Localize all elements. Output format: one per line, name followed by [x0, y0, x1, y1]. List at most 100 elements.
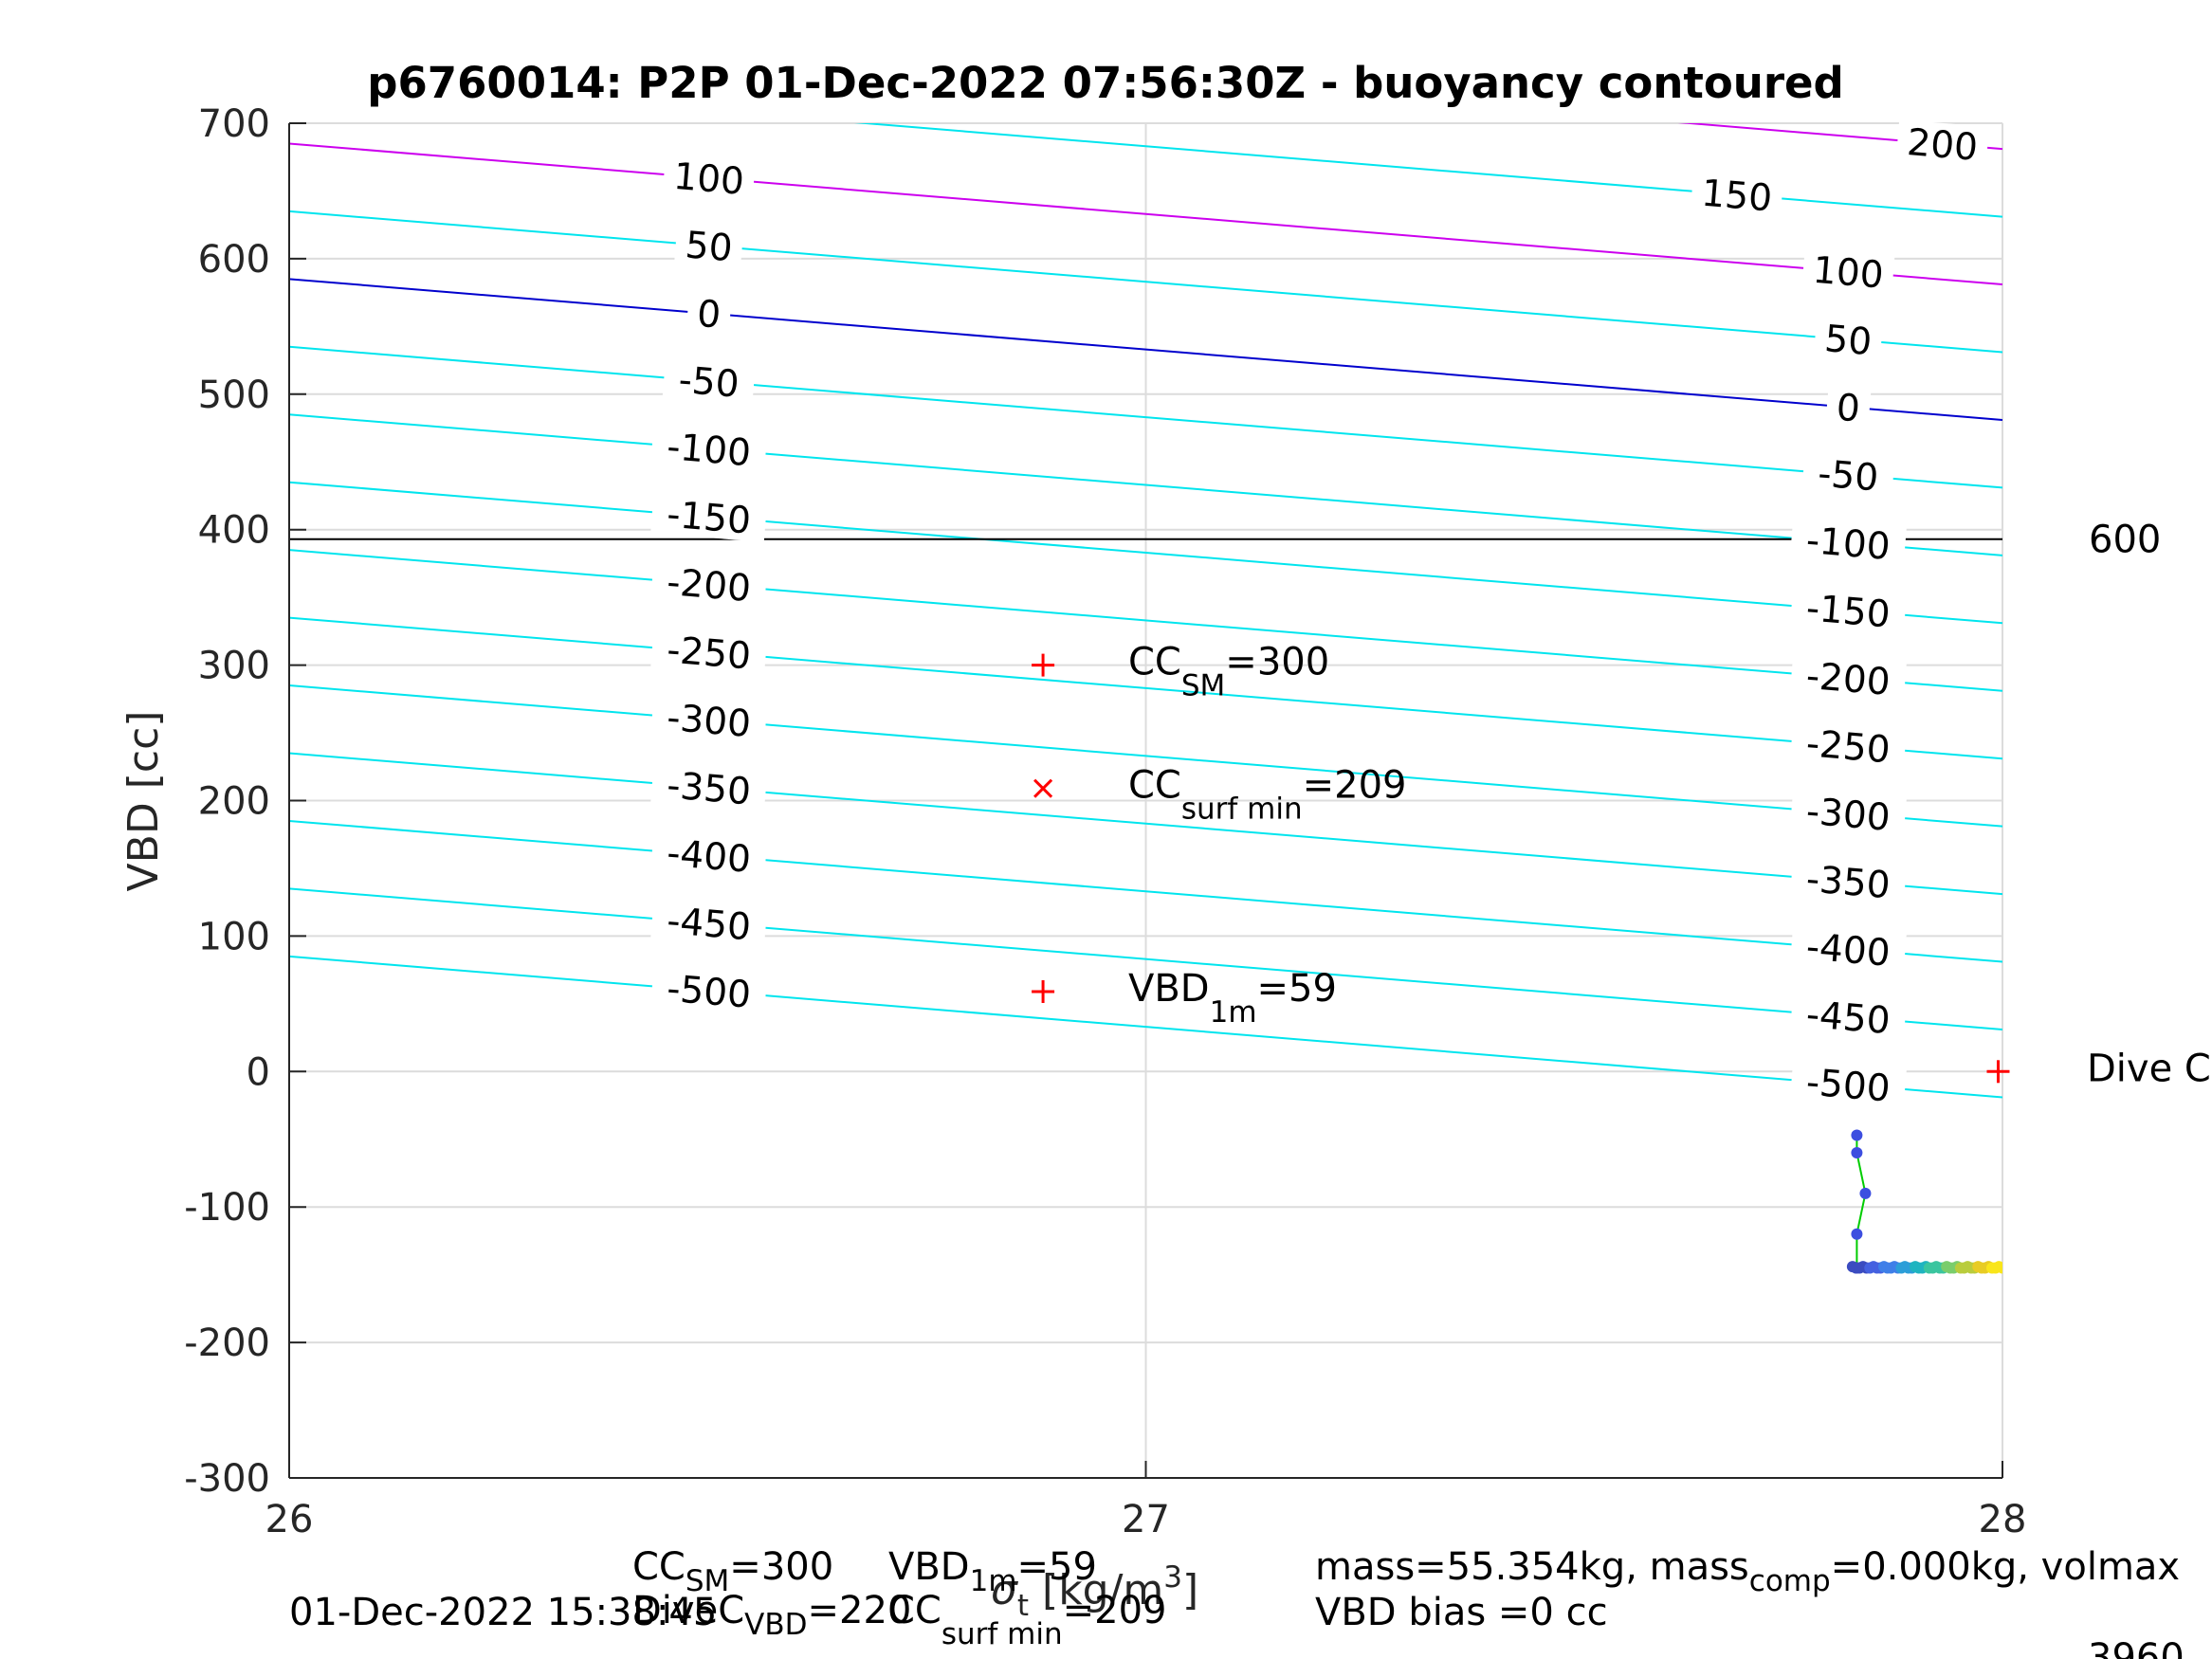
x-axis-label-sup: 3: [1163, 1560, 1182, 1595]
contour-line--200: [289, 549, 2002, 692]
contour-label-left--350: -350: [650, 762, 768, 813]
contour-line-200: [1677, 123, 2002, 151]
contour-label-left--300: -300: [650, 694, 768, 746]
dive-trace: [1846, 1129, 2002, 1274]
contour-label-bg: [662, 356, 756, 407]
contour-label-right-200: 200: [1895, 119, 1989, 170]
x-tick-label-28: 28: [1979, 1498, 2027, 1541]
contour-label-text: 100: [672, 155, 746, 204]
contour-label-bg: [1895, 119, 1989, 169]
marker-dive-c: Dive C: [1986, 1047, 2211, 1090]
contour-line-100: [289, 142, 2002, 286]
contour-label-text: -250: [666, 629, 753, 678]
contour-label-left--50: -50: [662, 356, 756, 407]
contour-label-right--50: -50: [1801, 450, 1895, 501]
contour-label-bg: [650, 830, 768, 882]
contour-label-bg: [650, 762, 768, 813]
contour-label-text: -400: [1804, 926, 1892, 975]
contour-label-right--350: -350: [1789, 855, 1907, 907]
contour-label-right--100: -100: [1789, 517, 1907, 569]
contour-line--350: [289, 752, 2002, 896]
contour-label-left--100: -100: [650, 423, 768, 475]
contour-label-bg: [1789, 991, 1907, 1043]
contour-label-bg: [1825, 384, 1872, 430]
contour-label-right--150: -150: [1789, 585, 1907, 636]
contour-label-bg: [650, 423, 768, 475]
contour-label-right--500: -500: [1789, 1059, 1907, 1111]
contour-labels: 100 50 0 -50 -100 -150 -200 -250 -300 -350 -400 -45…: [650, 119, 1989, 1111]
contour-label-bg: [1690, 170, 1784, 220]
contour-line--100: [289, 413, 2002, 556]
y-tick-label-500: 500: [198, 374, 270, 417]
contour-label-bg: [650, 627, 768, 678]
contour-label-bg: [1789, 652, 1907, 704]
marker-vbd-1m: VBD1m=59: [1032, 967, 1337, 1030]
contour-label-text: -50: [1817, 452, 1880, 500]
trace-point: [1859, 1187, 1872, 1199]
contour-label-text: 200: [1906, 121, 1980, 170]
contour-label-right-0: 0: [1825, 384, 1872, 431]
y-tick-label--100: -100: [184, 1186, 270, 1230]
y-tick-label--300: -300: [184, 1457, 270, 1501]
contour-label-text: -500: [1804, 1062, 1892, 1111]
contour-label-bg: [1789, 720, 1907, 772]
contour-label-text: 50: [684, 224, 734, 270]
contour-line-0: [289, 278, 2002, 421]
trace-point: [1851, 1228, 1863, 1240]
contour-line--400: [289, 819, 2002, 963]
contour-label-left--450: -450: [650, 897, 768, 949]
contour-label-text: -200: [1804, 655, 1892, 704]
contour-label-right--400: -400: [1789, 923, 1907, 975]
marker-label-vbd-1m: VBD1m=59: [1128, 967, 1337, 1030]
contour-label-text: -100: [666, 426, 753, 475]
contour-label-text: -250: [1804, 722, 1892, 772]
footer-corner-number: 3960: [2088, 1636, 2185, 1659]
markers: CCSM=300 CCsurf min=209 VBD1m=59 Dive C: [1032, 641, 2211, 1090]
contour-label-left--200: -200: [650, 558, 768, 611]
contour-label-bg: [1789, 517, 1907, 569]
contour-label-bg: [686, 290, 732, 337]
marker-label-dive-c: Dive C: [2087, 1047, 2211, 1090]
contour-label-bg: [1789, 923, 1907, 975]
contour-label-text: -100: [1804, 520, 1892, 569]
contour-label-right-50: 50: [1813, 316, 1884, 364]
contour-label-text: -300: [1804, 791, 1892, 840]
footer-cc-sm: CCSM=300: [632, 1545, 833, 1598]
contour-label-bg: [662, 154, 756, 203]
footer-vbd-1m: VBD1m=59: [888, 1545, 1097, 1598]
contour-label-bg: [650, 897, 768, 949]
y-tick-label-300: 300: [198, 645, 270, 688]
reference-line-label: 600: [2089, 519, 2161, 562]
contour-label-left-100: 100: [662, 154, 756, 204]
footer-timestamp: 01-Dec-2022 15:38:45: [289, 1591, 717, 1634]
contour-label-right--450: -450: [1789, 991, 1907, 1043]
contour-line--300: [289, 684, 2002, 828]
contour-line--150: [289, 481, 2002, 625]
marker-symbol-d2: [1033, 778, 1053, 798]
contour-label-text: -350: [1804, 858, 1892, 907]
marker-label-cc-sm: CCSM=300: [1128, 641, 1329, 703]
contour-label-bg: [1789, 1059, 1907, 1110]
contour-label-left--150: -150: [650, 491, 768, 543]
contour-label-bg: [650, 965, 768, 1017]
contour-label-bg: [1801, 450, 1895, 500]
y-tick-label-700: 700: [198, 102, 270, 146]
x-tick-label-26: 26: [265, 1498, 314, 1541]
contour-label-right-150: 150: [1690, 170, 1784, 221]
trace-point: [1997, 1262, 2002, 1274]
contour-label-left-0: 0: [686, 290, 732, 337]
contour-label-text: -450: [666, 900, 753, 949]
contour-label-bg: [650, 558, 768, 611]
contour-label-text: -500: [666, 968, 753, 1017]
y-tick-label-200: 200: [198, 780, 270, 824]
contour-label-bg: [1801, 246, 1895, 297]
contour-label-text: 50: [1823, 318, 1874, 364]
contour-label-text: -150: [1804, 587, 1892, 636]
contour-label-left-50: 50: [674, 222, 744, 270]
contour-label-text: -50: [677, 359, 740, 407]
y-tick-label-400: 400: [198, 509, 270, 553]
y-tick-label-100: 100: [198, 915, 270, 958]
contour-label-right--300: -300: [1789, 788, 1907, 840]
x-tick-label-27: 27: [1122, 1498, 1170, 1541]
reference-line-group: 600: [289, 519, 2161, 562]
